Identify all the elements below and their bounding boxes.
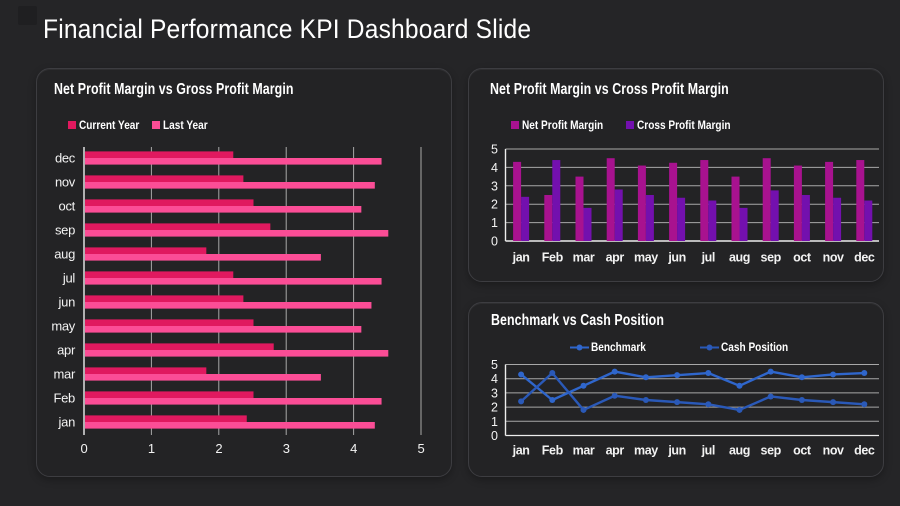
svg-text:3: 3	[283, 441, 290, 456]
svg-text:apr: apr	[57, 343, 76, 358]
svg-text:2: 2	[491, 401, 498, 415]
svg-text:jul: jul	[701, 444, 715, 458]
line-chart-title: Benchmark vs Cash Position	[491, 312, 664, 329]
svg-text:sep: sep	[761, 444, 782, 458]
svg-text:Feb: Feb	[542, 251, 564, 265]
vbar-chart: 0 1 2 3 4 5 jan Feb mar apr may jun jul aug sep oct nov d…	[491, 143, 879, 265]
legend-item-cross-profit-margin: Cross Profit Margin	[626, 117, 748, 133]
hbar-chart-title: Net Profit Margin vs Gross Profit Margin	[54, 81, 294, 98]
legend-item-benchmark: Benchmark	[570, 339, 656, 355]
legend-label-net-profit-margin: Net Profit Margin	[521, 118, 603, 132]
benchmark-line-icon	[570, 344, 589, 350]
cross-profit-margin-swatch-icon	[626, 121, 634, 129]
legend-item-cash-position: Cash Position	[700, 339, 801, 355]
svg-text:mar: mar	[54, 367, 76, 382]
svg-text:may: may	[634, 251, 658, 265]
svg-text:apr: apr	[606, 251, 625, 265]
legend-label-last-year: Last Year	[162, 118, 208, 132]
svg-text:aug: aug	[54, 247, 75, 262]
svg-text:oct: oct	[793, 444, 812, 458]
svg-text:may: may	[51, 319, 75, 334]
svg-text:0: 0	[491, 429, 498, 443]
svg-text:oct: oct	[793, 251, 812, 265]
svg-text:Feb: Feb	[53, 391, 75, 406]
svg-text:3: 3	[491, 386, 498, 400]
svg-text:1: 1	[491, 415, 498, 429]
legend-item-net-profit-margin: Net Profit Margin	[511, 117, 618, 133]
panel-benchmark-vs-cash: Benchmark vs Cash Position Benchmark Cas…	[468, 302, 884, 477]
svg-text:0: 0	[491, 235, 498, 249]
svg-text:Feb: Feb	[542, 444, 564, 458]
svg-text:0: 0	[81, 441, 88, 456]
legend-label-cross-profit-margin: Cross Profit Margin	[636, 118, 731, 132]
svg-text:jul: jul	[701, 251, 715, 265]
svg-text:4: 4	[350, 441, 357, 456]
panel-net-vs-cross: Net Profit Margin vs Cross Profit Margin…	[468, 68, 884, 282]
legend-label-current-year: Current Year	[78, 118, 139, 132]
svg-text:dec: dec	[854, 251, 875, 265]
legend-label-cash-position: Cash Position	[721, 340, 789, 354]
svg-text:may: may	[634, 444, 658, 458]
page-title: Financial Performance KPI Dashboard Slid…	[43, 14, 532, 44]
svg-text:aug: aug	[729, 251, 750, 265]
net-profit-margin-swatch-icon	[511, 121, 519, 129]
svg-text:nov: nov	[55, 175, 76, 190]
legend-label-benchmark: Benchmark	[591, 340, 646, 354]
svg-text:apr: apr	[606, 444, 625, 458]
vbar-legend: Net Profit Margin Cross Profit Margin	[469, 117, 883, 133]
svg-text:nov: nov	[823, 251, 844, 265]
svg-text:sep: sep	[55, 223, 75, 238]
svg-text:2: 2	[491, 198, 498, 212]
hbar-chart: 0 1 2 3 4 5 dec nov oct sep aug jul jun may apr mar Feb j…	[51, 147, 425, 456]
panel-net-vs-gross: Net Profit Margin vs Gross Profit Margin…	[36, 68, 452, 477]
hbar-legend: Current Year Last Year	[37, 117, 451, 133]
svg-text:5: 5	[491, 143, 498, 157]
svg-text:1: 1	[491, 216, 498, 230]
svg-text:jan: jan	[512, 251, 530, 265]
logo-square	[18, 6, 37, 25]
last-year-swatch-icon	[152, 121, 160, 129]
svg-text:jan: jan	[512, 444, 530, 458]
legend-item-current-year: Current Year	[68, 117, 150, 133]
svg-text:jun: jun	[667, 444, 686, 458]
svg-text:mar: mar	[573, 251, 595, 265]
svg-text:5: 5	[491, 358, 498, 372]
svg-text:1: 1	[148, 441, 155, 456]
svg-text:nov: nov	[823, 444, 844, 458]
svg-text:dec: dec	[854, 444, 875, 458]
svg-text:4: 4	[491, 372, 498, 386]
svg-text:aug: aug	[729, 444, 750, 458]
cash-position-line-icon	[700, 344, 719, 350]
current-year-swatch-icon	[68, 121, 76, 129]
vbar-chart-title: Net Profit Margin vs Cross Profit Margin	[490, 81, 729, 98]
svg-text:jun: jun	[667, 251, 686, 265]
legend-item-last-year: Last Year	[152, 117, 216, 133]
svg-text:sep: sep	[761, 251, 782, 265]
svg-text:3: 3	[491, 179, 498, 193]
line-legend: Benchmark Cash Position	[469, 339, 883, 355]
svg-text:jul: jul	[62, 271, 76, 286]
svg-text:4: 4	[491, 161, 498, 175]
svg-text:jun: jun	[58, 295, 76, 310]
svg-text:dec: dec	[55, 151, 76, 166]
svg-text:oct: oct	[59, 199, 76, 214]
svg-text:mar: mar	[573, 444, 595, 458]
svg-text:2: 2	[215, 441, 222, 456]
svg-text:5: 5	[418, 441, 425, 456]
svg-text:jan: jan	[58, 415, 76, 430]
